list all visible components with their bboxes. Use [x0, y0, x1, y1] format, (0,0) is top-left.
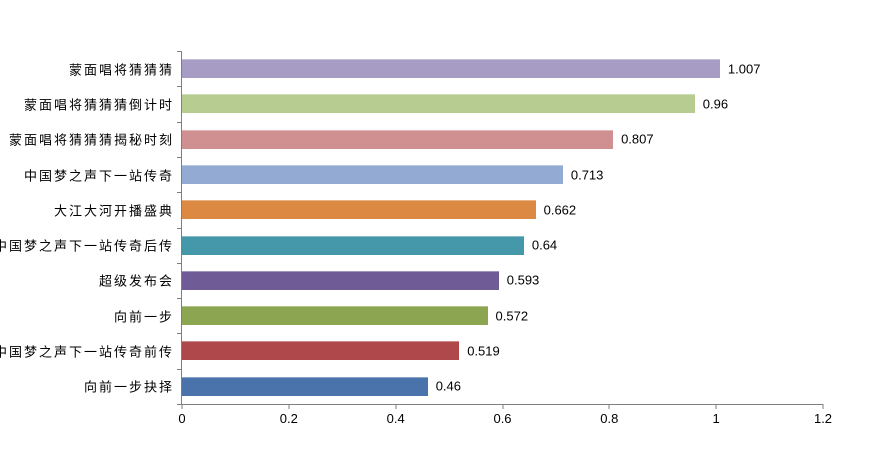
y-axis-tick-mark — [177, 156, 182, 158]
category-label: 蒙面唱将猜猜猜揭秘时刻 — [8, 132, 174, 148]
category-label: 中国梦之声下一站传奇 — [23, 168, 174, 184]
y-axis-tick-mark — [177, 121, 182, 123]
bar — [182, 306, 488, 326]
y-axis-tick-mark — [177, 192, 182, 194]
x-axis-tick-label: 1.2 — [813, 411, 833, 426]
plot-area: 蒙面唱将猜猜猜 1.007 蒙面唱将猜猜猜倒计时 0.96 蒙面唱将猜猜猜揭秘时刻 0.8… — [0, 51, 832, 426]
bar-row: 蒙面唱将猜猜猜 1.007 — [69, 51, 823, 86]
value-label: 0.96 — [702, 96, 729, 112]
x-axis-tick-label: 1 — [712, 411, 720, 426]
value-label: 0.572 — [495, 308, 529, 324]
bar-row: 中国梦之声下一站传奇前传 0.519 — [0, 333, 823, 368]
x-axis-tick-mark — [715, 404, 717, 409]
x-axis-tick-mark — [288, 404, 290, 409]
value-label: 0.593 — [506, 272, 540, 288]
bar-row: 向前一步抉择 0.46 — [84, 369, 823, 404]
value-label: 0.662 — [543, 202, 577, 218]
category-label: 向前一步抉择 — [83, 379, 174, 395]
bar-row: 向前一步 0.572 — [114, 298, 823, 333]
value-label: 0.46 — [435, 378, 462, 394]
bar — [182, 164, 563, 184]
x-axis-tick-label: 0.6 — [493, 411, 512, 426]
bar-row: 中国梦之声下一站传奇 0.713 — [24, 157, 823, 192]
value-label: 0.519 — [467, 343, 500, 359]
y-axis-tick-mark — [177, 227, 182, 229]
category-label: 蒙面唱将猜猜猜 — [68, 62, 174, 78]
category-label: 中国梦之声下一站传奇前传 — [0, 344, 174, 360]
x-axis-tick-label: 0.2 — [279, 411, 298, 426]
x-axis-tick-mark — [502, 404, 503, 409]
bar — [182, 59, 720, 78]
bar-row: 蒙面唱将猜猜猜倒计时 0.96 — [24, 86, 823, 121]
y-axis-tick-mark — [177, 333, 182, 335]
category-label: 超级发布会 — [98, 273, 174, 289]
bar — [182, 94, 695, 114]
y-axis-tick-mark — [177, 404, 182, 405]
bar-row: 大江大河开播盛典 0.662 — [54, 192, 823, 227]
x-axis-tick-label: 0.4 — [386, 411, 405, 426]
y-axis-tick-mark — [177, 262, 182, 264]
category-label: 大江大河开播盛典 — [53, 203, 174, 219]
x-axis-tick-mark — [822, 404, 824, 409]
bar-row: 蒙面唱将猜猜猜揭秘时刻 0.807 — [9, 122, 823, 157]
bar — [182, 341, 460, 361]
bar-row: 中国梦之声下一站传奇后传 0.64 — [0, 228, 823, 263]
x-axis-tick-mark — [181, 404, 183, 409]
category-label: 向前一步 — [113, 309, 174, 325]
value-label: 0.807 — [621, 131, 654, 147]
category-label: 中国梦之声下一站传奇后传 — [0, 238, 174, 254]
bar — [182, 270, 499, 290]
y-axis-tick-mark — [177, 368, 182, 370]
bar — [182, 235, 524, 255]
x-axis-tick-label: 0 — [178, 411, 186, 426]
x-axis-tick-label: 0.8 — [600, 411, 619, 426]
x-axis-tick-mark — [395, 404, 397, 409]
x-axis-tick-mark — [608, 404, 610, 409]
value-label: 0.64 — [531, 237, 558, 253]
value-label: 1.007 — [727, 61, 761, 77]
bar — [182, 129, 614, 149]
bar-row: 超级发布会 0.593 — [99, 263, 823, 298]
y-axis-tick-mark — [177, 298, 182, 300]
y-axis-tick-mark — [177, 51, 182, 52]
category-label: 蒙面唱将猜猜猜倒计时 — [23, 97, 174, 113]
bar — [182, 200, 536, 220]
y-axis-tick-mark — [177, 86, 182, 88]
value-label: 0.713 — [570, 167, 604, 183]
bar — [182, 376, 428, 396]
